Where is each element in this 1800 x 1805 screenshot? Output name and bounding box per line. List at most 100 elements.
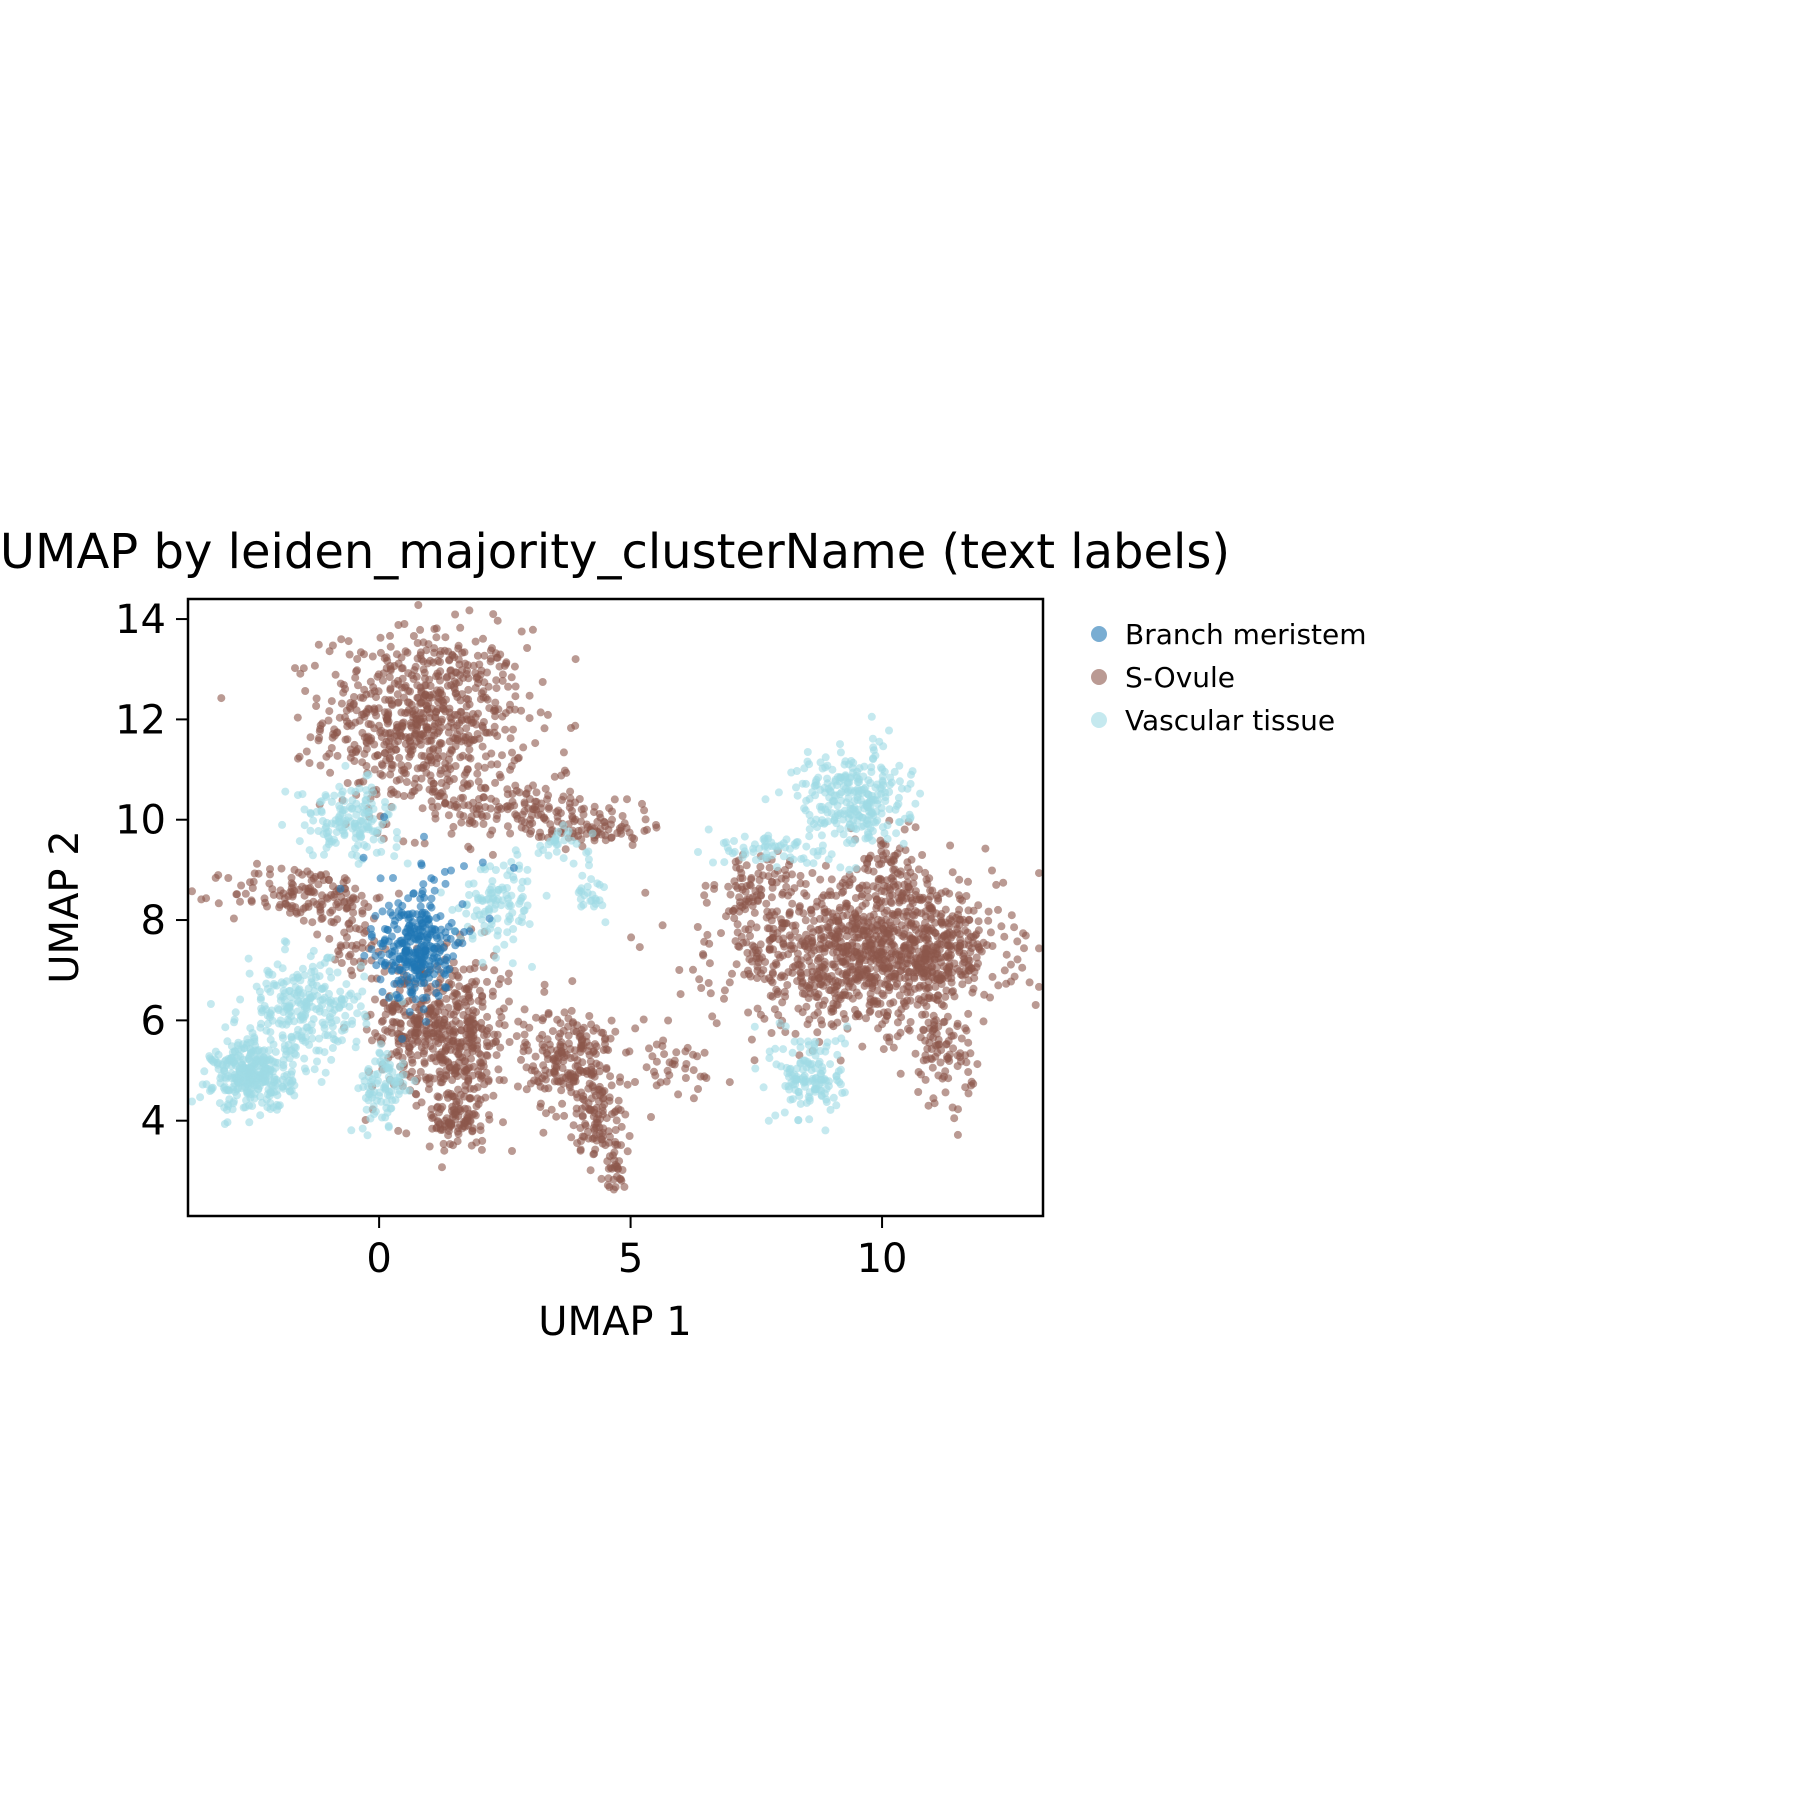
scatter-point — [1010, 923, 1019, 932]
scatter-point — [236, 995, 245, 1004]
scatter-point — [810, 819, 818, 828]
scatter-point — [451, 610, 460, 619]
scatter-point — [689, 1066, 698, 1075]
scatter-point — [471, 637, 480, 646]
scatter-point — [553, 1077, 562, 1086]
scatter-point — [450, 653, 459, 662]
scatter-point — [196, 1093, 205, 1102]
scatter-point — [720, 994, 728, 1003]
scatter-point — [530, 803, 539, 812]
scatter-point — [867, 810, 876, 819]
scatter-point — [625, 1132, 634, 1140]
scatter-point — [333, 898, 342, 907]
scatter-point — [774, 788, 783, 797]
scatter-point — [1002, 950, 1011, 959]
scatter-point — [751, 1064, 760, 1073]
scatter-point — [341, 761, 350, 770]
scatter-point — [439, 1139, 448, 1148]
scatter-point — [712, 1019, 721, 1028]
scatter-point — [577, 1037, 586, 1046]
scatter-point — [658, 921, 667, 930]
scatter-point — [469, 736, 478, 745]
scatter-point — [780, 1108, 789, 1117]
scatter-point — [961, 1051, 970, 1060]
scatter-point — [437, 717, 446, 726]
scatter-point — [416, 1067, 425, 1076]
scatter-point — [695, 975, 704, 984]
scatter-point — [413, 681, 422, 690]
scatter-point — [543, 1055, 552, 1064]
scatter-point — [596, 1115, 605, 1123]
scatter-point — [988, 972, 997, 981]
scatter-point — [994, 905, 1002, 914]
scatter-point — [209, 1058, 218, 1067]
scatter-point — [315, 727, 324, 736]
scatter-point — [420, 839, 429, 848]
scatter-point — [258, 1006, 267, 1015]
scatter-point — [336, 941, 345, 950]
scatter-point — [1035, 982, 1043, 991]
scatter-point — [575, 795, 584, 803]
scatter-point — [909, 922, 918, 931]
scatter-point — [641, 815, 650, 824]
scatter-point — [843, 932, 851, 941]
scatter-point — [382, 653, 391, 662]
scatter-point — [605, 1093, 614, 1102]
scatter-point — [352, 1037, 361, 1046]
scatter-point — [282, 938, 291, 947]
scatter-point — [506, 829, 515, 838]
scatter-point — [400, 620, 409, 628]
scatter-point — [227, 1074, 236, 1083]
scatter-point — [614, 1096, 623, 1105]
scatter-point — [523, 644, 532, 652]
scatter-point — [701, 881, 710, 890]
scatter-point — [887, 778, 896, 787]
scatter-point — [468, 1044, 477, 1053]
scatter-point — [862, 1014, 870, 1023]
scatter-point — [448, 971, 457, 980]
scatter-point — [954, 1105, 962, 1114]
scatter-point — [414, 601, 423, 609]
scatter-point — [384, 729, 393, 738]
scatter-point — [627, 933, 636, 942]
scatter-point — [385, 754, 394, 763]
scatter-point — [290, 865, 299, 874]
scatter-point — [588, 829, 597, 838]
scatter-point — [617, 1176, 626, 1185]
scatter-point — [805, 1115, 814, 1124]
scatter-point — [527, 811, 536, 820]
scatter-point — [470, 1085, 478, 1093]
scatter-point — [556, 1029, 565, 1038]
scatter-point — [664, 1016, 673, 1025]
scatter-point — [569, 1018, 577, 1027]
scatter-point — [741, 925, 750, 934]
scatter-point — [426, 1004, 435, 1013]
scatter-point — [1020, 944, 1028, 953]
scatter-point — [573, 1056, 582, 1065]
scatter-point — [949, 987, 957, 996]
scatter-point — [501, 725, 510, 734]
scatter-point — [817, 931, 826, 940]
scatter-point — [556, 1019, 565, 1028]
scatter-point — [668, 1060, 677, 1068]
scatter-point — [600, 1100, 609, 1109]
scatter-point — [1013, 937, 1022, 946]
scatter-point — [245, 1118, 254, 1127]
scatter-point — [947, 917, 956, 925]
scatter-point — [764, 1116, 773, 1125]
scatter-point — [357, 961, 366, 970]
scatter-point — [873, 986, 882, 995]
scatter-point — [282, 1047, 291, 1056]
scatter-point — [309, 816, 318, 825]
scatter-point — [700, 891, 709, 900]
scatter-point — [759, 1083, 768, 1092]
scatter-point — [725, 978, 734, 987]
scatter-point — [827, 1004, 836, 1013]
scatter-point — [451, 689, 460, 698]
scatter-point — [981, 844, 990, 853]
scatter-point — [505, 705, 514, 714]
scatter-point — [492, 676, 501, 685]
scatter-point — [281, 945, 289, 954]
scatter-point — [365, 808, 374, 817]
scatter-point — [429, 1113, 438, 1121]
